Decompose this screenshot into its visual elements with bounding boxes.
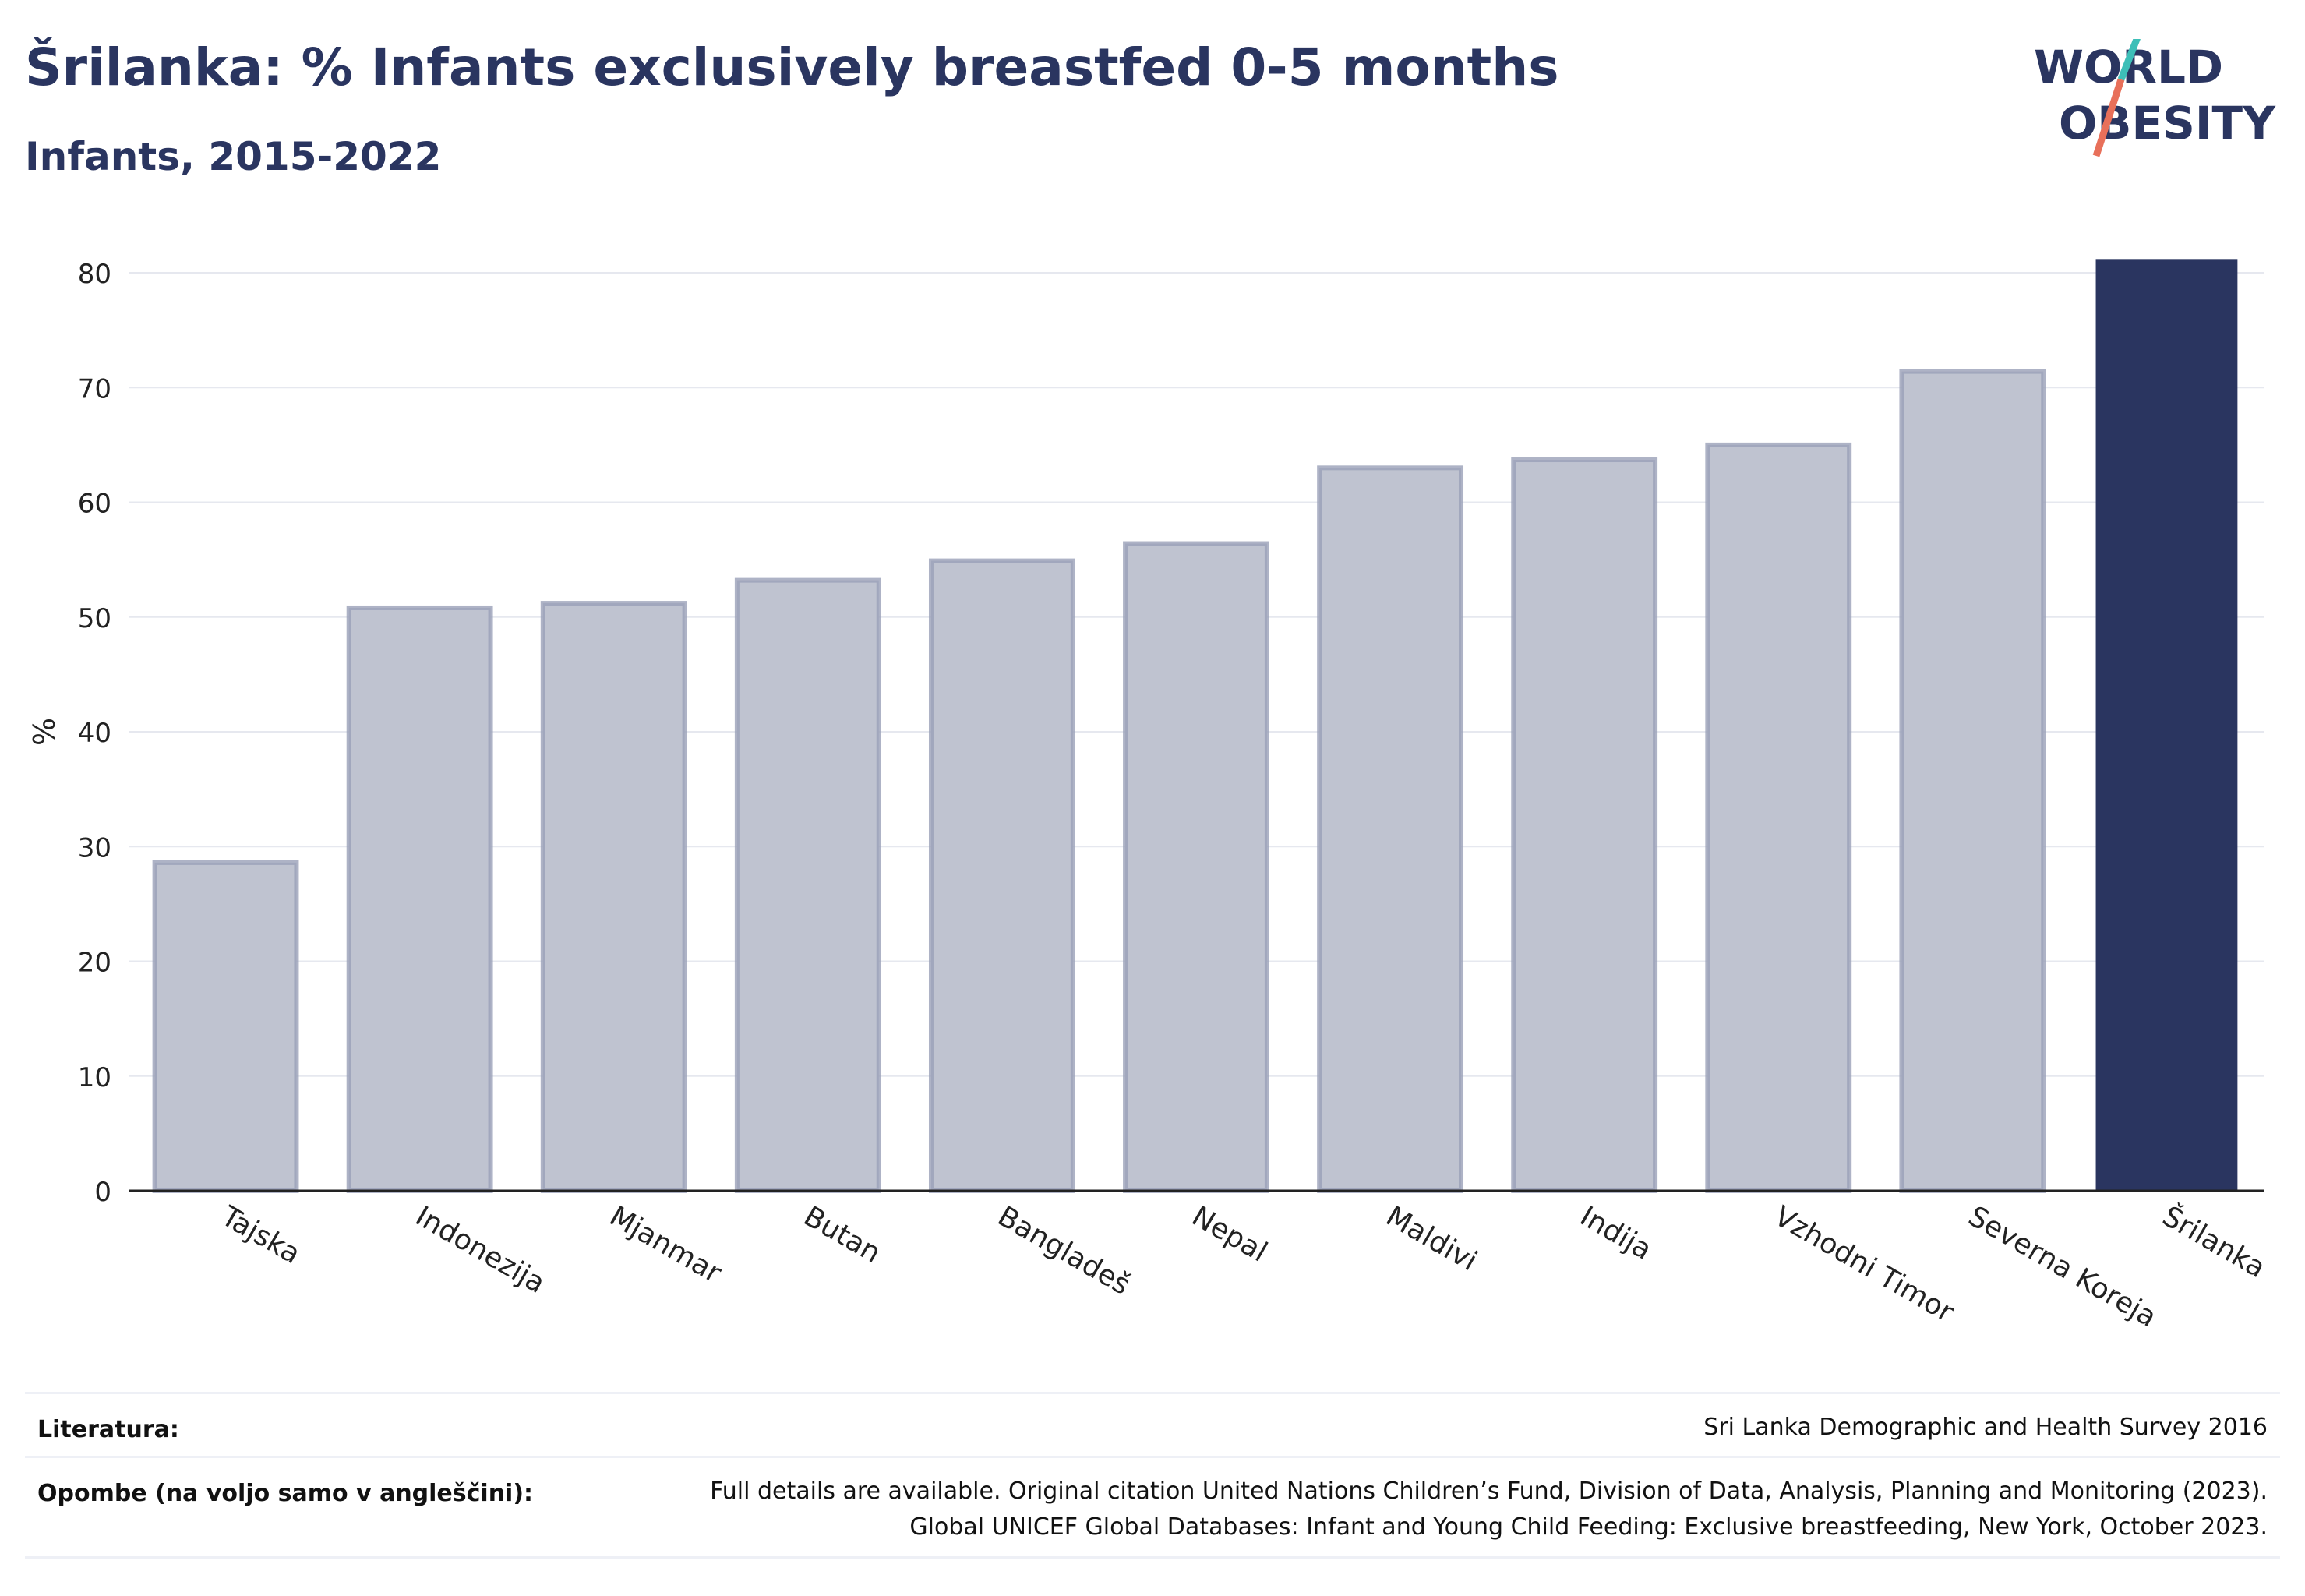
y-tick-label: 10 <box>78 1062 111 1093</box>
chart-title: Šrilanka: % Infants exclusively breastfe… <box>25 37 1559 97</box>
x-tick-label: Bangladeš <box>992 1200 1135 1301</box>
logo-slash-teal <box>2117 39 2141 81</box>
x-tick-label: Severna Koreja <box>1963 1200 2162 1333</box>
notes-text: Full details are available. Original cit… <box>710 1474 2268 1545</box>
y-tick-label: 80 <box>78 259 111 290</box>
footer-notes-row: Opombe (na voljo samo v angleščini): Ful… <box>25 1456 2280 1559</box>
notes-label: Opombe (na voljo samo v angleščini): <box>37 1480 534 1507</box>
x-tick-label: Maldivi <box>1381 1200 1483 1277</box>
y-axis-label: % <box>27 718 62 746</box>
x-tick-label: Tajska <box>215 1200 305 1271</box>
bar-mjanmar <box>540 601 687 1193</box>
bar-severna-koreja <box>1899 369 2046 1193</box>
sources-label: Literatura: <box>37 1416 179 1443</box>
notes-line-2: Global UNICEF Global Databases: Infant a… <box>909 1513 2268 1541</box>
y-tick-label: 0 <box>94 1177 111 1208</box>
bar-maldivi <box>1317 465 1464 1193</box>
bar-chart: 0 10 20 30 40 50 60 70 80% Tajska Indonezija Mjanma… <box>27 259 2271 1333</box>
y-tick-label: 40 <box>78 718 111 749</box>
footer: Literatura: Sri Lanka Demographic and He… <box>25 1392 2280 1559</box>
bar-indija <box>1511 457 1658 1193</box>
bar-bangladeš <box>928 558 1075 1193</box>
logo-line2: OBESITY <box>2059 97 2276 150</box>
x-tick-label: Indonezija <box>410 1200 550 1300</box>
x-tick-label: Mjanmar <box>604 1200 726 1290</box>
bar-šrilanka <box>2095 259 2238 1192</box>
bar-tajska <box>152 860 299 1193</box>
x-tick-label: Indija <box>1575 1200 1657 1266</box>
y-tick-label: 70 <box>78 373 111 404</box>
footer-sources-row: Literatura: Sri Lanka Demographic and He… <box>25 1392 2280 1458</box>
bar-nepal <box>1123 541 1269 1193</box>
bar-vzhodni-timor <box>1705 442 1852 1193</box>
bar-butan <box>734 577 881 1193</box>
x-tick-label: Vzhodni Timor <box>1769 1200 1959 1329</box>
x-tick-label: Šrilanka <box>2157 1199 2271 1284</box>
x-tick-label: Butan <box>798 1200 886 1269</box>
sources-text: Sri Lanka Demographic and Health Survey … <box>1703 1414 2268 1441</box>
logo-slash-coral <box>2092 78 2125 157</box>
x-tick-label: Nepal <box>1187 1200 1273 1269</box>
bar-indonezija <box>346 605 493 1193</box>
world-obesity-logo: WORLD OBESITY <box>2034 39 2276 157</box>
notes-line-1: Full details are available. Original cit… <box>710 1478 2268 1505</box>
y-tick-label: 30 <box>78 832 111 863</box>
y-tick-label: 20 <box>78 948 111 979</box>
chart-subtitle: Infants, 2015-2022 <box>25 134 442 179</box>
y-tick-label: 50 <box>78 603 111 634</box>
y-tick-label: 60 <box>78 489 111 520</box>
